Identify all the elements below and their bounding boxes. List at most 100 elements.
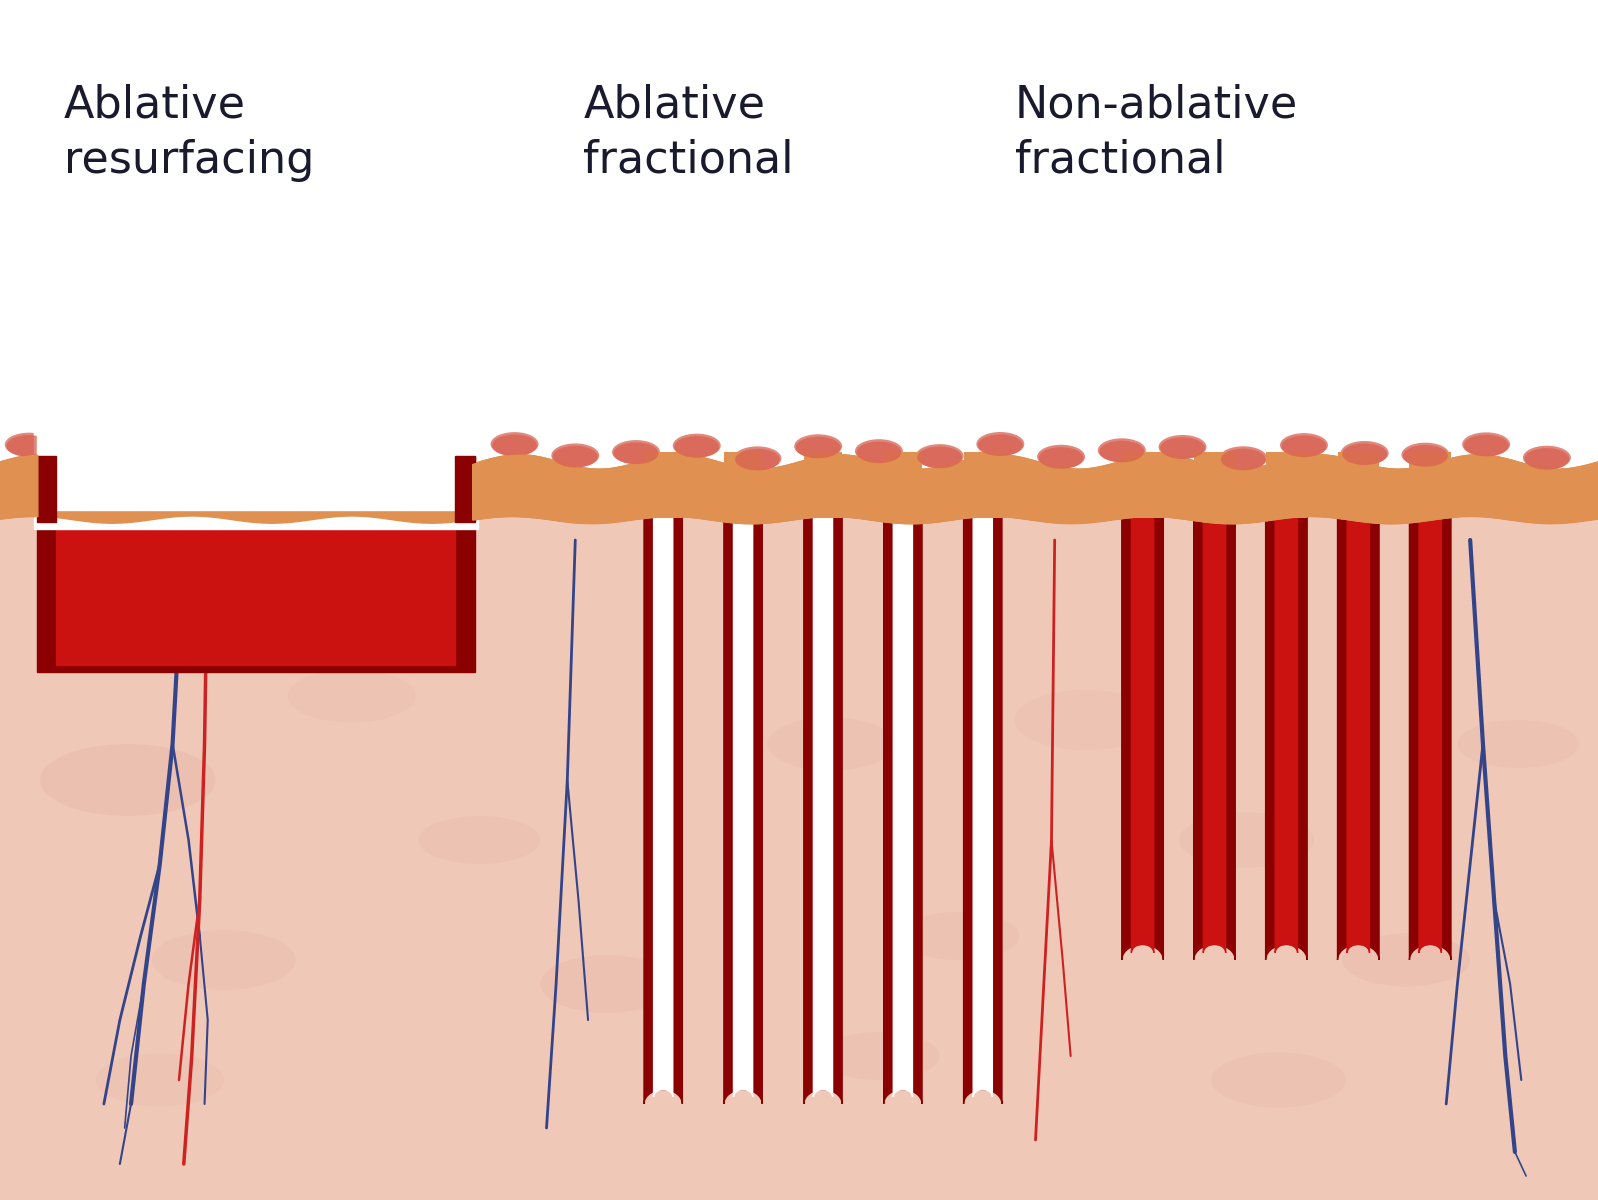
Ellipse shape xyxy=(540,955,674,1013)
Text: Non-ablative
fractional: Non-ablative fractional xyxy=(1015,84,1298,182)
Bar xyxy=(884,452,922,518)
Polygon shape xyxy=(1409,516,1451,960)
Polygon shape xyxy=(1203,516,1226,953)
Polygon shape xyxy=(1194,516,1235,960)
Ellipse shape xyxy=(1342,934,1470,986)
Text: Ablative
fractional: Ablative fractional xyxy=(583,84,794,182)
Bar xyxy=(1409,452,1451,518)
Ellipse shape xyxy=(1211,1052,1346,1108)
Ellipse shape xyxy=(248,446,296,470)
Ellipse shape xyxy=(1179,812,1314,868)
Ellipse shape xyxy=(308,436,356,460)
Ellipse shape xyxy=(612,440,660,464)
Polygon shape xyxy=(1122,516,1163,960)
Ellipse shape xyxy=(1403,445,1448,467)
Ellipse shape xyxy=(1464,434,1509,456)
Ellipse shape xyxy=(1524,448,1569,469)
Ellipse shape xyxy=(126,442,174,466)
Ellipse shape xyxy=(735,449,780,470)
Ellipse shape xyxy=(1401,443,1449,467)
Polygon shape xyxy=(813,516,833,1097)
Text: Ablative
resurfacing: Ablative resurfacing xyxy=(64,84,315,182)
Ellipse shape xyxy=(1342,443,1387,464)
Bar xyxy=(964,452,1002,518)
Polygon shape xyxy=(37,390,475,456)
Ellipse shape xyxy=(152,930,296,990)
Ellipse shape xyxy=(1039,448,1083,469)
Ellipse shape xyxy=(288,670,415,722)
Ellipse shape xyxy=(1037,445,1085,469)
Ellipse shape xyxy=(187,433,235,457)
Polygon shape xyxy=(884,516,922,1104)
Bar xyxy=(1122,452,1163,518)
Polygon shape xyxy=(37,0,475,510)
Ellipse shape xyxy=(1098,438,1146,462)
Ellipse shape xyxy=(976,432,1024,456)
Ellipse shape xyxy=(1282,436,1326,457)
Bar xyxy=(644,452,682,518)
Bar xyxy=(804,452,842,518)
Polygon shape xyxy=(1275,516,1298,953)
Polygon shape xyxy=(804,516,842,1104)
Polygon shape xyxy=(893,516,912,1097)
Ellipse shape xyxy=(614,443,658,464)
Polygon shape xyxy=(1131,516,1154,953)
Ellipse shape xyxy=(1159,434,1206,458)
Bar xyxy=(1338,452,1379,518)
Ellipse shape xyxy=(796,437,841,458)
Ellipse shape xyxy=(1219,446,1267,470)
Polygon shape xyxy=(1347,516,1369,953)
Ellipse shape xyxy=(1341,440,1389,464)
Polygon shape xyxy=(455,456,475,504)
Polygon shape xyxy=(37,456,475,672)
Polygon shape xyxy=(964,516,1002,1104)
Bar xyxy=(1266,452,1307,518)
Polygon shape xyxy=(56,456,455,504)
Ellipse shape xyxy=(1015,690,1159,750)
Ellipse shape xyxy=(5,433,53,457)
Ellipse shape xyxy=(1462,432,1510,456)
Ellipse shape xyxy=(551,444,599,468)
Ellipse shape xyxy=(917,446,962,468)
Ellipse shape xyxy=(491,432,539,456)
Ellipse shape xyxy=(767,718,895,770)
Polygon shape xyxy=(34,425,478,529)
Ellipse shape xyxy=(1280,433,1328,457)
Ellipse shape xyxy=(6,436,51,457)
Ellipse shape xyxy=(40,744,216,816)
Ellipse shape xyxy=(1457,720,1579,768)
Ellipse shape xyxy=(1160,437,1205,458)
Ellipse shape xyxy=(430,445,478,469)
Ellipse shape xyxy=(916,444,964,468)
Polygon shape xyxy=(973,516,992,1097)
Polygon shape xyxy=(455,456,475,522)
Ellipse shape xyxy=(898,912,1020,960)
Polygon shape xyxy=(733,516,753,1097)
Ellipse shape xyxy=(818,1032,940,1080)
Ellipse shape xyxy=(492,434,537,456)
Polygon shape xyxy=(37,456,56,522)
Ellipse shape xyxy=(674,436,719,457)
Bar xyxy=(1194,452,1235,518)
Ellipse shape xyxy=(553,446,598,468)
Bar xyxy=(0,516,1598,1200)
Bar xyxy=(724,452,762,518)
Polygon shape xyxy=(644,516,682,1104)
Polygon shape xyxy=(1338,516,1379,960)
Ellipse shape xyxy=(855,439,903,463)
Ellipse shape xyxy=(733,446,781,470)
Ellipse shape xyxy=(857,442,901,463)
Ellipse shape xyxy=(978,434,1023,456)
Polygon shape xyxy=(724,516,762,1104)
Ellipse shape xyxy=(96,1054,224,1106)
Polygon shape xyxy=(1419,516,1441,953)
Polygon shape xyxy=(654,516,673,1097)
Polygon shape xyxy=(37,456,56,504)
Ellipse shape xyxy=(1099,440,1144,462)
Polygon shape xyxy=(1266,516,1307,960)
Polygon shape xyxy=(56,456,455,665)
Ellipse shape xyxy=(673,433,721,457)
Ellipse shape xyxy=(794,434,842,458)
Ellipse shape xyxy=(1523,445,1571,469)
Ellipse shape xyxy=(1221,449,1266,470)
